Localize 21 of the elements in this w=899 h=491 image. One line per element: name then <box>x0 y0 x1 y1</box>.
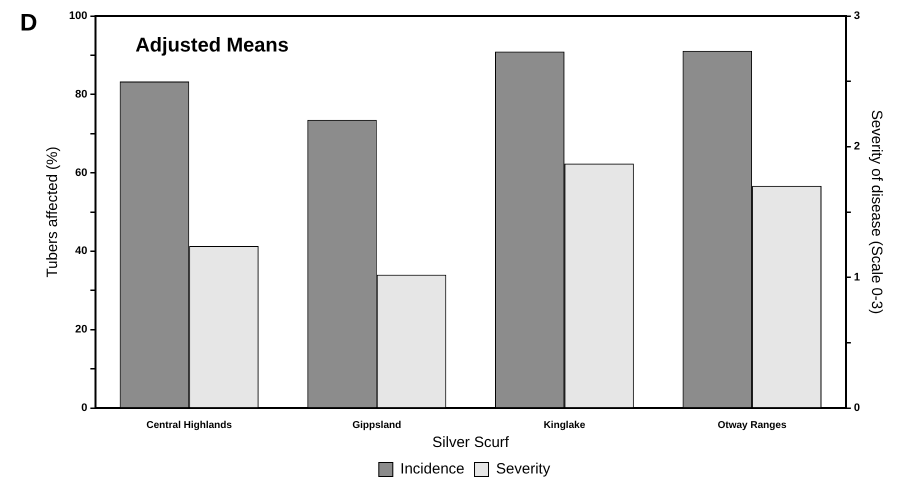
x-tick-label: Kinglake <box>544 420 586 431</box>
y2-tick-label: 0 <box>854 402 860 414</box>
legend-label: Incidence <box>400 460 465 478</box>
y-axis-title: Tubers affected (%) <box>44 146 62 278</box>
y-tick-label: 100 <box>68 10 88 22</box>
y2-tick-label: 1 <box>854 271 860 284</box>
y2-axis-title: Severity of disease (Scale 0-3) <box>868 110 885 314</box>
text: D <box>20 10 38 37</box>
y-tick-label: 40 <box>75 245 88 258</box>
y-tick-label: 60 <box>75 166 88 179</box>
x-axis-title: Silver Scurf <box>432 434 510 452</box>
x-tick-label: Otway Ranges <box>718 420 787 431</box>
y2-tick-label: 2 <box>854 140 860 153</box>
annotation: Adjusted Means <box>135 34 289 57</box>
y-tick-label: 20 <box>75 324 88 336</box>
y2-tick-label: 3 <box>854 10 860 22</box>
y-tick-label: 80 <box>75 88 88 100</box>
x-tick-label: Gippsland <box>352 420 402 431</box>
y-tick-label: 0 <box>81 402 88 414</box>
x-tick-label: Central Highlands <box>146 420 232 431</box>
legend-label: Severity <box>496 460 551 478</box>
